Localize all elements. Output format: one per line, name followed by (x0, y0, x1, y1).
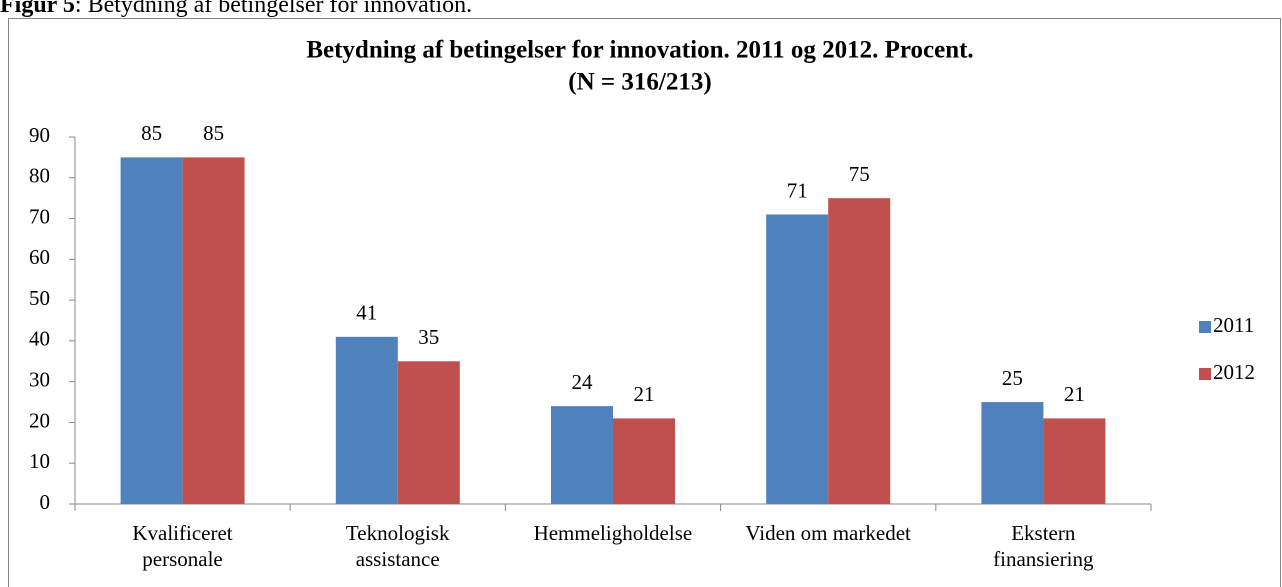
y-tick-label: 70 (29, 204, 50, 228)
value-label: 24 (572, 370, 594, 394)
y-tick-label: 30 (29, 367, 50, 391)
value-label: 21 (1064, 382, 1085, 406)
y-tick-label: 40 (29, 327, 50, 351)
chart-border (8, 18, 1281, 587)
y-tick-label: 10 (29, 449, 50, 473)
x-tick-label: Teknologisk assistance (345, 521, 450, 571)
caption-text: : Betydning af betingelser for innovatio… (75, 0, 472, 18)
caption: Figur 5: Betydning af betingelser for in… (0, 0, 472, 18)
bar (397, 361, 460, 504)
bar (551, 406, 613, 504)
y-tick-label: 60 (29, 245, 50, 269)
x-tick-label: Viden om markedet (745, 521, 911, 545)
value-label: 25 (1002, 366, 1023, 390)
y-tick-label: 90 (29, 123, 50, 147)
chart-title: Betydning af betingelser for innovation.… (306, 37, 973, 64)
value-label: 75 (849, 162, 870, 186)
legend-swatch (1199, 368, 1211, 380)
bar (335, 336, 398, 504)
y-tick-label: 80 (29, 164, 50, 188)
bar (828, 198, 891, 504)
x-tick-label: Ekstern finansiering (993, 521, 1094, 571)
value-label: 85 (141, 121, 162, 145)
legend-swatch (1199, 321, 1211, 333)
legend-label: 2011 (1213, 313, 1254, 337)
x-tick-label: Kvalificeret personale (132, 521, 233, 571)
value-label: 35 (418, 325, 439, 349)
bar (182, 157, 245, 504)
bar (120, 157, 183, 504)
bar (766, 214, 829, 504)
value-label: 85 (203, 121, 224, 145)
value-label: 21 (634, 382, 655, 406)
x-tick-label: Hemmeligholdelse (533, 521, 693, 545)
chart-subtitle: (N = 316/213) (568, 69, 711, 96)
bar (981, 402, 1044, 504)
y-tick-label: 20 (29, 408, 50, 432)
y-tick-label: 0 (40, 490, 51, 514)
value-label: 71 (787, 178, 808, 202)
legend-label: 2012 (1213, 360, 1255, 384)
value-label: 41 (356, 301, 377, 325)
bar (613, 418, 675, 504)
bar (1043, 418, 1106, 504)
y-tick-label: 50 (29, 286, 50, 310)
caption-label: Figur 5 (0, 0, 75, 18)
